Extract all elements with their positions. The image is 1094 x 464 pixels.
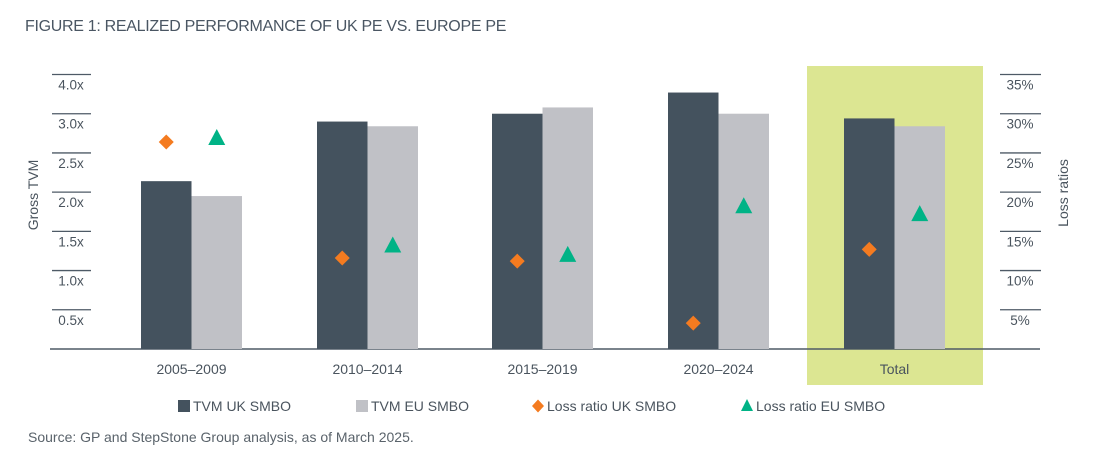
- marker-loss-eu: [735, 197, 753, 214]
- legend-label: TVM UK SMBO: [193, 398, 291, 414]
- y2-axis-title: Loss ratios: [1055, 159, 1071, 227]
- legend-tvm-uk: TVM UK SMBO: [178, 398, 291, 414]
- marker-loss-uk: [685, 315, 701, 331]
- legend-swatch: [741, 399, 753, 411]
- marker-loss-eu: [911, 205, 929, 222]
- y-tick-label: 1.5x: [58, 234, 84, 249]
- legend-label: Loss ratio UK SMBO: [547, 398, 676, 414]
- y2-tick-label: 30%: [1006, 117, 1033, 132]
- y-tick-label: 4.0x: [58, 78, 84, 93]
- bar-tvm-uk: [317, 121, 368, 349]
- bar-tvm-uk: [844, 118, 895, 349]
- chart-title: FIGURE 1: REALIZED PERFORMANCE OF UK PE …: [25, 18, 507, 35]
- bar-tvm-uk: [141, 181, 192, 349]
- y2-tick-label: 10%: [1006, 274, 1033, 289]
- bar-tvm-uk: [492, 113, 543, 349]
- legend-tvm-eu: TVM EU SMBO: [356, 398, 469, 414]
- x-tick-label: 2015–2019: [507, 361, 577, 377]
- legend-label: Loss ratio EU SMBO: [756, 398, 885, 414]
- y-tick-label: 1.0x: [58, 274, 84, 289]
- legend-swatch: [356, 400, 368, 412]
- y2-tick-label: 20%: [1006, 195, 1033, 210]
- y-tick-label: 0.5x: [58, 313, 84, 328]
- bar-tvm-eu: [718, 113, 769, 349]
- y2-tick-label: 15%: [1006, 234, 1033, 249]
- source-note: Source: GP and StepStone Group analysis,…: [28, 429, 414, 445]
- bar-tvm-eu: [191, 196, 242, 349]
- marker-loss-uk: [158, 134, 174, 150]
- bar-tvm-eu: [894, 126, 945, 350]
- marker-loss-uk: [861, 241, 877, 257]
- x-tick-label: 2010–2014: [332, 361, 402, 377]
- bar-tvm-eu: [542, 107, 593, 349]
- y-tick-label: 2.5x: [58, 156, 84, 171]
- y2-tick-label: 25%: [1006, 156, 1033, 171]
- marker-loss-eu: [559, 245, 577, 262]
- legend-loss-uk: Loss ratio UK SMBO: [532, 398, 676, 414]
- y-tick-label: 2.0x: [58, 195, 84, 210]
- x-tick-label: Total: [880, 361, 910, 377]
- x-tick-label: 2005–2009: [156, 361, 226, 377]
- y2-tick-label: 5%: [1010, 313, 1030, 328]
- y2-tick-label: 35%: [1006, 78, 1033, 93]
- marker-loss-uk: [334, 250, 350, 266]
- legend-loss-eu: Loss ratio EU SMBO: [741, 398, 885, 414]
- bar-tvm-uk: [668, 92, 719, 349]
- x-tick-label: 2020–2024: [683, 361, 753, 377]
- legend-swatch: [178, 400, 190, 412]
- legend-label: TVM EU SMBO: [371, 398, 469, 414]
- marker-loss-uk: [509, 253, 525, 269]
- y-axis-title: Gross TVM: [25, 160, 41, 231]
- y-tick-label: 3.0x: [58, 117, 84, 132]
- marker-loss-eu: [208, 129, 226, 146]
- marker-loss-eu: [384, 236, 402, 253]
- legend-swatch: [532, 399, 544, 413]
